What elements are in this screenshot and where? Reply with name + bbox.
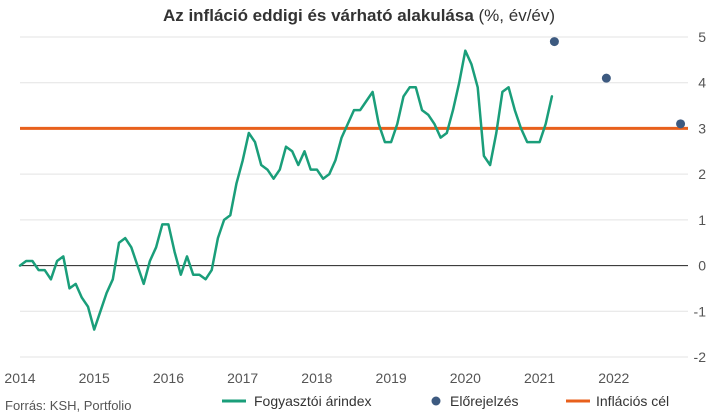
x-tick-label: 2022 [598,370,629,386]
y-tick-label: 2 [698,166,706,182]
source-text: Forrás: KSH, Portfolio [5,398,131,413]
x-tick-label: 2015 [79,370,110,386]
x-tick-label: 2019 [376,370,407,386]
y-tick-label: 4 [698,75,706,91]
forecast-point [601,73,611,83]
legend-cpi-label: Fogyasztói árindex [254,393,372,409]
y-tick-label: 0 [698,258,706,274]
x-tick-label: 2014 [4,370,35,386]
legend-target-label: Inflációs cél [596,393,669,409]
chart-title-suffix: (%, év/év) [473,6,556,25]
legend-forecast-swatch [431,396,441,406]
chart-title-main: Az infláció eddigi és várható alakulása [162,6,474,25]
x-tick-label: 2018 [301,370,332,386]
x-tick-label: 2016 [153,370,184,386]
y-tick-label: -2 [694,349,707,365]
chart-title: Az infláció eddigi és várható alakulása … [0,6,718,26]
x-tick-label: 2020 [450,370,481,386]
legend-forecast-label: Előrejelzés [450,393,518,409]
x-tick-label: 2021 [524,370,555,386]
y-tick-label: 1 [698,212,706,228]
y-tick-label: -1 [694,303,707,319]
series-cpi-line [18,49,554,331]
forecast-point [549,37,559,47]
y-tick-label: 3 [698,120,706,136]
x-tick-label: 2017 [227,370,258,386]
forecast-point [676,119,686,129]
y-tick-label: 5 [698,29,706,45]
